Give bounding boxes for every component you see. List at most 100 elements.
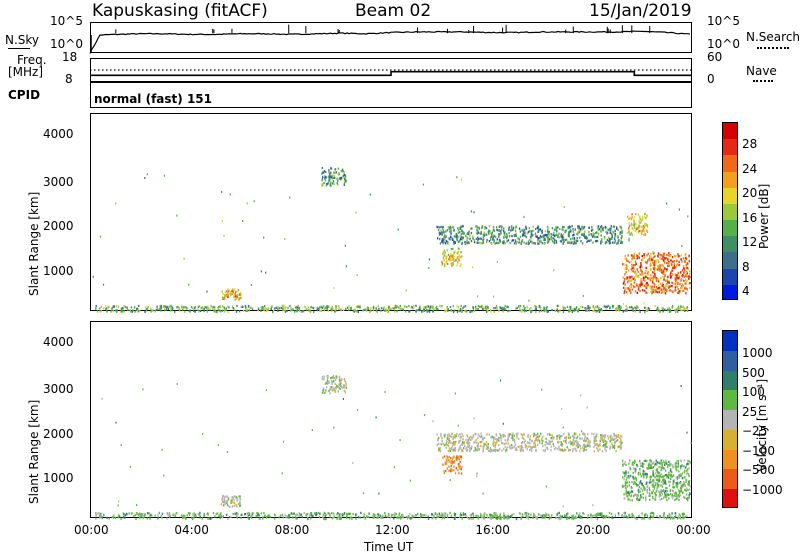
- heatmap-cell: [185, 307, 187, 310]
- heatmap-cell: [676, 281, 678, 284]
- heatmap-cell: [674, 512, 676, 515]
- heatmap-cell: [620, 440, 622, 443]
- heatmap-cell: [620, 442, 622, 445]
- heatmap-cell: [529, 435, 531, 438]
- heatmap-cell: [562, 233, 565, 236]
- heatmap-cell: [489, 513, 491, 516]
- heatmap-cell: [373, 514, 375, 518]
- heatmap-cell: [331, 382, 333, 385]
- heatmap-cell: [225, 500, 228, 503]
- heatmap-cell: [596, 433, 598, 436]
- heatmap-cell: [472, 306, 474, 309]
- heatmap-cell: [656, 514, 658, 518]
- heatmap-cell: [649, 264, 651, 267]
- heatmap-cell: [677, 497, 679, 500]
- heatmap-cell: [225, 513, 228, 516]
- heatmap-cell: [609, 440, 611, 443]
- heatmap-cell: [465, 446, 468, 449]
- heatmap-cell: [638, 252, 641, 255]
- heatmap-cell: [321, 183, 323, 186]
- heatmap-speckle: [644, 291, 646, 293]
- heatmap-cell: [450, 446, 453, 449]
- heatmap-cell: [337, 515, 339, 518]
- heatmap-speckle: [311, 429, 313, 431]
- heatmap-cell: [651, 259, 653, 262]
- heatmap-cell: [494, 515, 496, 518]
- heatmap-cell: [595, 231, 597, 235]
- heatmap-cell: [503, 517, 505, 520]
- heatmap-cell: [674, 464, 676, 467]
- heatmap-cell: [447, 240, 449, 244]
- heatmap-cell: [684, 270, 687, 273]
- heatmap-cell: [667, 516, 669, 519]
- heatmap-cell: [646, 230, 649, 233]
- heatmap-cell: [524, 513, 526, 516]
- heatmap-cell: [100, 305, 103, 308]
- heatmap-cell: [629, 474, 632, 477]
- heatmap-cell: [661, 307, 663, 310]
- heatmap-cell: [644, 217, 647, 220]
- heatmap-cell: [668, 463, 670, 467]
- heatmap-cell: [446, 229, 449, 232]
- heatmap-cell: [520, 309, 523, 312]
- heatmap-cell: [448, 460, 451, 463]
- heatmap-cell: [231, 499, 233, 502]
- heatmap-cell: [634, 260, 637, 263]
- heatmap-cell: [516, 306, 518, 310]
- heatmap-cell: [159, 305, 161, 308]
- heatmap-cell: [534, 439, 536, 443]
- cpid-label: CPID: [8, 88, 41, 102]
- heatmap-cell: [340, 382, 342, 385]
- heatmap-cell: [490, 308, 492, 311]
- heatmap-cell: [334, 382, 336, 385]
- heatmap-cell: [450, 435, 452, 438]
- power-ytick-4000: 4000: [43, 127, 74, 141]
- heatmap-cell: [175, 512, 177, 515]
- heatmap-cell: [329, 178, 331, 181]
- heatmap-cell: [445, 462, 448, 465]
- heatmap-cell: [481, 516, 483, 519]
- heatmap-cell: [452, 254, 454, 257]
- heatmap-cell: [331, 386, 333, 389]
- heatmap-cell: [363, 515, 365, 518]
- heatmap-cell: [552, 240, 554, 243]
- heatmap-cell: [485, 441, 488, 444]
- heatmap-cell: [658, 308, 660, 311]
- heatmap-cell: [470, 436, 473, 439]
- heatmap-cell: [438, 233, 441, 236]
- heatmap-cell: [322, 171, 324, 174]
- heatmap-cell: [542, 236, 544, 239]
- heatmap-cell: [375, 514, 377, 517]
- heatmap-cell: [520, 449, 523, 452]
- heatmap-cell: [455, 466, 457, 470]
- heatmap-cell: [492, 449, 494, 452]
- heatmap-cell: [493, 307, 495, 310]
- heatmap-cell: [629, 279, 631, 282]
- heatmap-cell: [669, 474, 672, 477]
- heatmap-cell: [148, 512, 150, 515]
- heatmap-cell: [634, 306, 636, 309]
- heatmap-cell: [445, 235, 447, 238]
- heatmap-speckle: [355, 211, 357, 214]
- heatmap-cell: [535, 310, 537, 314]
- heatmap-cell: [337, 390, 339, 393]
- heatmap-cell: [628, 222, 630, 225]
- heatmap-cell: [501, 225, 503, 228]
- heatmap-cell: [144, 513, 146, 516]
- heatmap-cell: [535, 235, 537, 238]
- heatmap-cell: [665, 283, 667, 286]
- heatmap-cell: [448, 258, 450, 261]
- heatmap-cell: [676, 478, 679, 481]
- heatmap-cell: [631, 481, 633, 484]
- heatmap-cell: [555, 226, 557, 229]
- heatmap-cell: [681, 464, 683, 467]
- heatmap-cell: [357, 310, 359, 313]
- heatmap-cell: [459, 235, 461, 238]
- heatmap-cell: [342, 308, 345, 311]
- heatmap-cell: [203, 309, 205, 313]
- heatmap-cell: [434, 512, 437, 515]
- heatmap-cell: [482, 449, 484, 452]
- heatmap-cell: [621, 231, 623, 234]
- heatmap-cell: [644, 266, 647, 269]
- heatmap-cell: [493, 310, 495, 313]
